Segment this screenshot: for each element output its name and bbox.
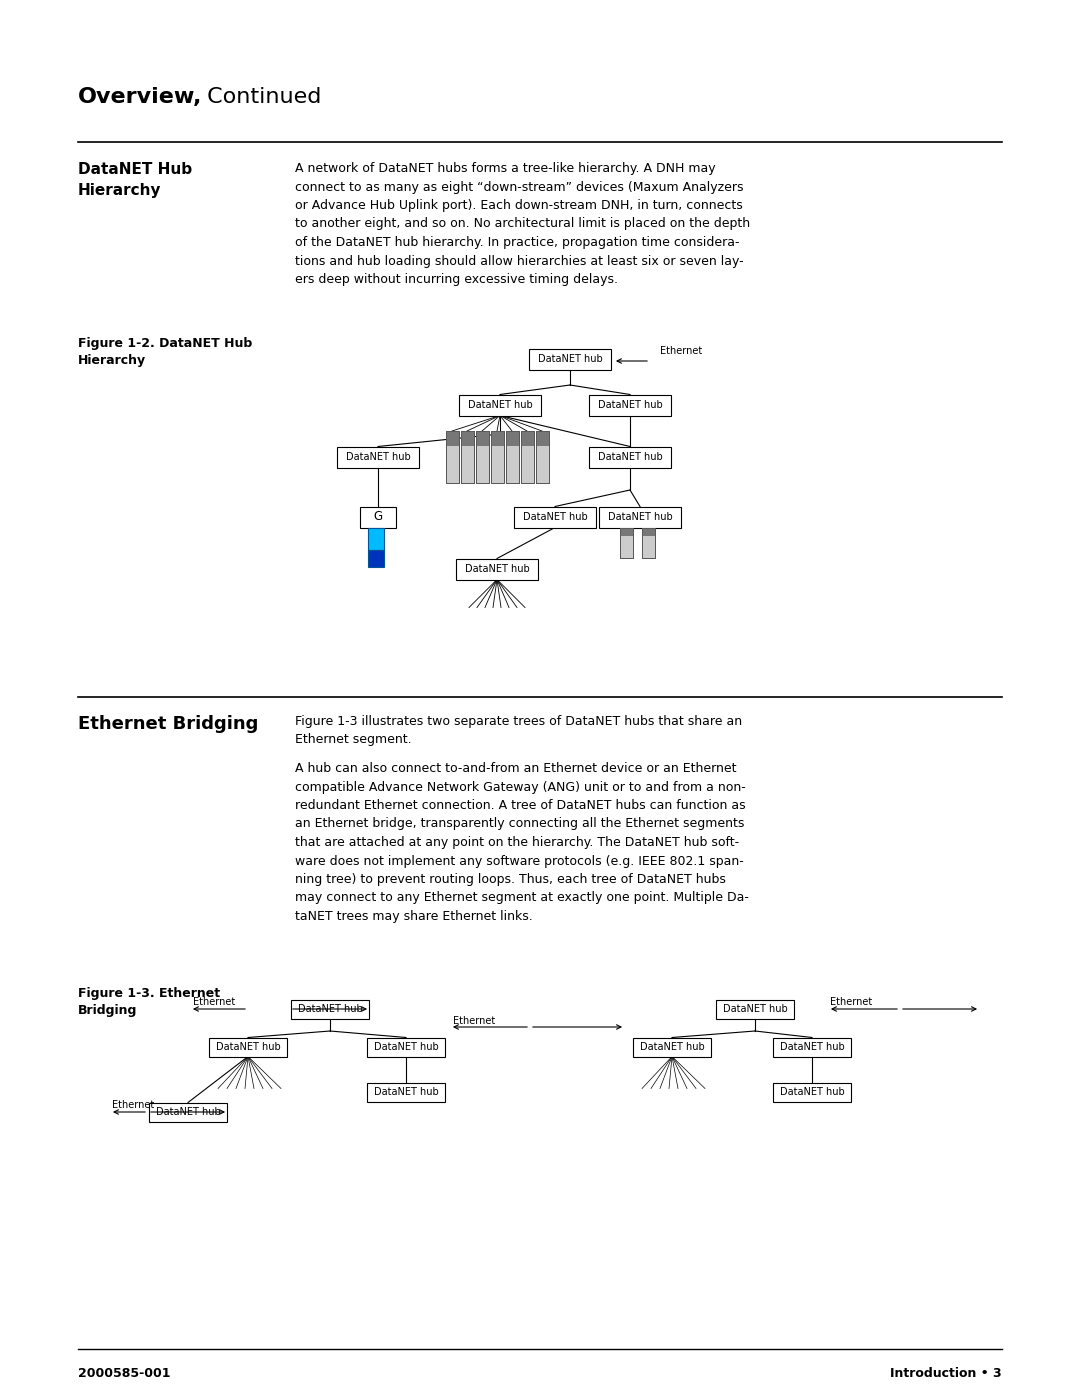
Bar [475, 432, 488, 483]
Bar [475, 432, 488, 446]
Text: DataNET hub: DataNET hub [156, 1106, 220, 1118]
Text: DataNET hub: DataNET hub [346, 453, 410, 462]
Text: DataNET hub: DataNET hub [597, 400, 662, 409]
Bar [475, 432, 488, 483]
Text: DataNET hub: DataNET hub [216, 1042, 281, 1052]
Text: Figure 1-2. DataNET Hub
Hierarchy: Figure 1-2. DataNET Hub Hierarchy [78, 337, 253, 367]
Bar [337, 447, 419, 468]
Text: Ethernet: Ethernet [453, 1016, 496, 1025]
Bar [490, 432, 503, 446]
Text: DataNET hub: DataNET hub [374, 1087, 438, 1097]
Text: DataNET hub: DataNET hub [468, 400, 532, 409]
Bar [446, 432, 459, 483]
Text: DataNET hub: DataNET hub [538, 353, 603, 365]
Bar [521, 432, 534, 483]
Bar [589, 394, 671, 415]
Text: A hub can also connect to-and-from an Ethernet device or an Ethernet
compatible : A hub can also connect to-and-from an Et… [295, 761, 748, 923]
Text: DataNET hub: DataNET hub [780, 1087, 845, 1097]
Bar [505, 432, 518, 483]
Text: DataNET hub: DataNET hub [374, 1042, 438, 1052]
Bar [505, 432, 518, 446]
Bar [642, 528, 654, 536]
Bar [291, 999, 369, 1018]
Text: Introduction • 3: Introduction • 3 [890, 1368, 1002, 1380]
Text: DataNET hub: DataNET hub [608, 511, 673, 522]
Text: G: G [374, 510, 382, 524]
Text: Figure 1-3 illustrates two separate trees of DataNET hubs that share an
Ethernet: Figure 1-3 illustrates two separate tree… [295, 715, 742, 746]
Bar [589, 447, 671, 468]
Bar [633, 1038, 711, 1056]
Text: DataNET hub: DataNET hub [523, 511, 588, 522]
Bar [460, 432, 473, 446]
Text: Continued: Continued [200, 87, 322, 108]
Bar [446, 432, 459, 446]
Bar [459, 394, 541, 415]
Bar [490, 432, 503, 483]
Bar [367, 1083, 445, 1101]
Bar [514, 507, 596, 528]
Text: A network of DataNET hubs forms a tree-like hierarchy. A DNH may
connect to as m: A network of DataNET hubs forms a tree-l… [295, 162, 751, 286]
Text: Ethernet: Ethernet [193, 997, 235, 1007]
Bar [210, 1038, 287, 1056]
Bar [620, 528, 633, 557]
Text: Ethernet: Ethernet [660, 346, 702, 356]
Bar [368, 528, 384, 549]
Bar [529, 348, 611, 369]
Bar [773, 1083, 851, 1101]
Bar [367, 1038, 445, 1056]
Bar [773, 1038, 851, 1056]
Bar [642, 528, 654, 557]
Bar [536, 432, 549, 446]
Text: 2000585-001: 2000585-001 [78, 1368, 171, 1380]
Bar [460, 432, 473, 483]
Bar [536, 432, 549, 483]
Bar [149, 1102, 227, 1122]
Bar [360, 507, 396, 528]
Bar [460, 432, 473, 483]
Text: DataNET hub: DataNET hub [723, 1004, 787, 1014]
Bar [620, 528, 633, 557]
Text: Figure 1-3. Ethernet
Bridging: Figure 1-3. Ethernet Bridging [78, 988, 220, 1017]
Text: DataNET hub: DataNET hub [464, 564, 529, 574]
Bar [446, 432, 459, 483]
Text: Ethernet Bridging: Ethernet Bridging [78, 715, 258, 733]
Bar [521, 432, 534, 446]
Bar [536, 432, 549, 483]
Text: DataNET hub: DataNET hub [780, 1042, 845, 1052]
Bar [642, 528, 654, 557]
Text: DataNET hub: DataNET hub [639, 1042, 704, 1052]
Bar [521, 432, 534, 483]
Text: DataNET hub: DataNET hub [597, 453, 662, 462]
Bar [599, 507, 681, 528]
Bar [368, 549, 384, 567]
Text: DataNET Hub
Hierarchy: DataNET Hub Hierarchy [78, 162, 192, 198]
Bar [490, 432, 503, 483]
Text: Ethernet: Ethernet [112, 1099, 154, 1111]
Bar [456, 559, 538, 580]
Text: DataNET hub: DataNET hub [298, 1004, 363, 1014]
Text: Ethernet: Ethernet [831, 997, 873, 1007]
Bar [716, 999, 794, 1018]
Bar [505, 432, 518, 483]
Bar [620, 528, 633, 536]
Text: Overview,: Overview, [78, 87, 202, 108]
